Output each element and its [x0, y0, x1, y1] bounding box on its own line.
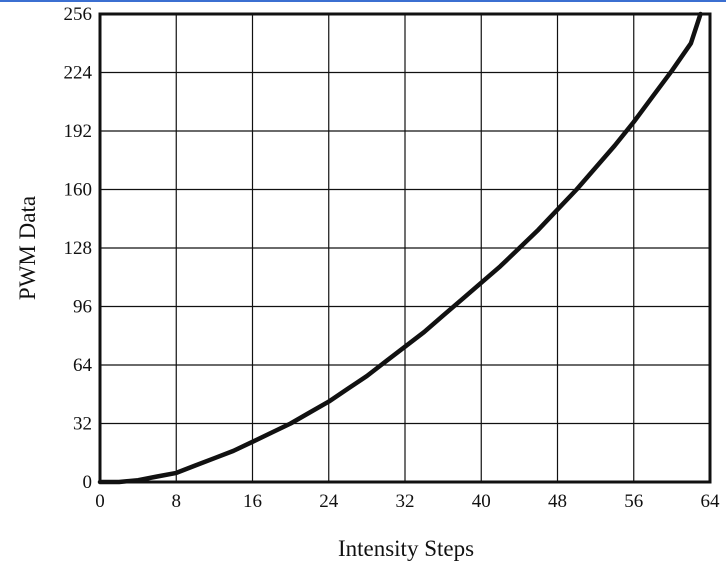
x-axis-title: Intensity Steps: [338, 536, 474, 561]
y-tick-label: 64: [73, 355, 93, 376]
x-tick-label: 24: [319, 491, 339, 512]
x-tick-label: 64: [701, 491, 721, 512]
y-tick-label: 32: [73, 414, 92, 435]
x-tick-label: 32: [396, 491, 415, 512]
plot-frame: [98, 12, 712, 484]
x-tick-label: 16: [243, 491, 262, 512]
grid: [100, 14, 710, 482]
x-tick-label: 56: [624, 491, 643, 512]
y-tick-label: 128: [64, 238, 93, 259]
series-line-0: [97, 11, 703, 485]
y-tick-label: 0: [83, 472, 93, 493]
y-tick-labels: 0 32 64 96 128 160 192 224 256: [64, 4, 93, 493]
x-tick-label: 0: [95, 491, 105, 512]
y-tick-label: 256: [64, 4, 93, 25]
x-tick-label: 40: [472, 491, 491, 512]
x-tick-labels: 0 8 16 24 32 40 48 56 64: [95, 491, 720, 512]
y-tick-label: 224: [64, 63, 93, 84]
y-tick-label: 192: [64, 121, 93, 142]
curve-layer: [97, 11, 703, 485]
y-axis-title: PWM Data: [15, 196, 40, 300]
y-tick-label: 160: [64, 180, 93, 201]
x-tick-label: 8: [172, 491, 182, 512]
y-tick-label: 96: [73, 297, 92, 318]
x-tick-label: 48: [548, 491, 567, 512]
top-rule: [0, 0, 726, 2]
